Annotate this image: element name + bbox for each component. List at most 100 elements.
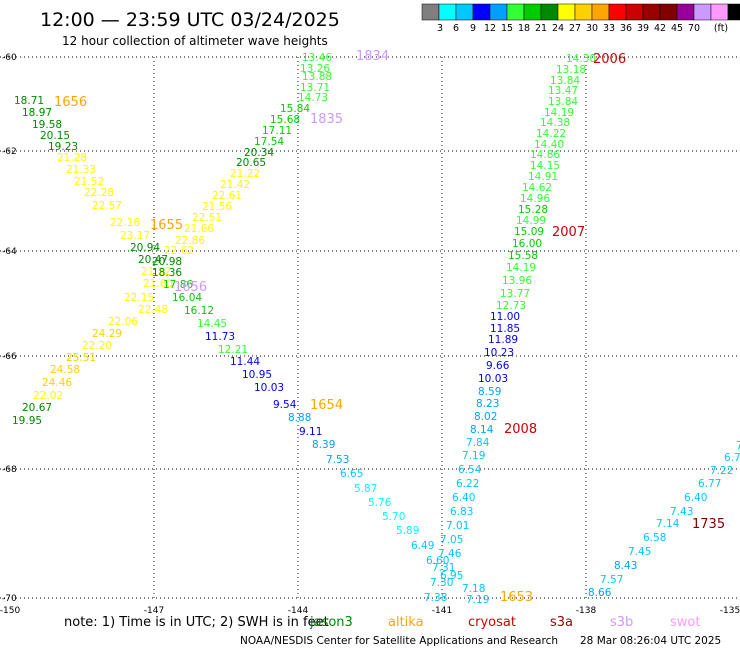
swh-value-label: 10.03	[478, 373, 508, 385]
legend-swatch	[625, 3, 644, 21]
swh-value-label: 7.43	[670, 506, 693, 518]
swh-value-label: 14.73	[298, 92, 328, 104]
swh-value-label: 14.19	[544, 107, 574, 119]
swh-value-label: 6.40	[684, 492, 707, 504]
page-title: 12:00 — 23:59 UTC 03/24/2025	[40, 9, 340, 31]
legend-swatch	[438, 3, 457, 21]
swh-value-label: 22.06	[108, 316, 138, 328]
latitude-label: -70	[2, 594, 17, 604]
longitude-label: -150	[0, 606, 20, 616]
longitude-label: -141	[432, 606, 452, 616]
longitude-label: -144	[288, 606, 309, 616]
swh-value-label: 5.89	[396, 525, 419, 537]
swh-value-label: 8.88	[288, 412, 311, 424]
swh-value-label: 7.22	[710, 465, 733, 477]
swh-value-label: 7.57	[600, 574, 623, 586]
legend-tick-label: 70	[688, 23, 700, 34]
swh-value-label: 24.58	[50, 364, 80, 376]
longitude-label: -147	[144, 606, 164, 616]
legend-swatch	[659, 3, 678, 21]
swh-value-label: 8.39	[312, 439, 335, 451]
track-2006: 14.3013.1813.8413.4713.8414.1914.3814.22…	[438, 53, 596, 606]
pass-time-tag: 1656	[54, 95, 87, 110]
swh-value-label: 7.84	[466, 437, 490, 449]
swh-value-label: 6.60	[426, 555, 449, 567]
swh-value-label: 14.99	[516, 215, 546, 227]
legend-swatch	[710, 3, 729, 21]
swh-value-label: 14.91	[528, 171, 558, 183]
swh-value-label: 13.77	[500, 288, 530, 300]
swh-value-label: 17.86	[163, 279, 193, 291]
swh-value-label: 25.51	[66, 352, 96, 364]
legend-tick-label: 36	[620, 23, 632, 34]
swh-value-label: 21.22	[141, 266, 171, 278]
swh-value-label: 7.31	[432, 562, 455, 574]
swh-value-label: 22.28	[84, 187, 114, 199]
swh-value-label: 21.66	[184, 223, 214, 235]
legend-tick-label: 45	[671, 23, 683, 34]
swh-value-label: 10.95	[242, 369, 272, 381]
latitude-label: -68	[2, 465, 17, 475]
swh-value-label: 19.58	[32, 119, 62, 131]
swh-value-label: 5.70	[382, 511, 405, 523]
legend-swatch	[489, 3, 508, 21]
swh-value-label: 13.47	[548, 85, 578, 97]
legend-tick-label: 6	[453, 23, 459, 34]
legend-tick-label: 18	[518, 23, 530, 34]
legend-tick-label: 42	[654, 23, 666, 34]
swh-value-label: 22.51	[192, 212, 222, 224]
legend-swatch	[642, 3, 661, 21]
swh-value-label: 22.48	[138, 304, 168, 316]
pass-time-tags: 1656 1834 1835 1655 1656 1654 2006 2007 2008 1653…	[54, 49, 725, 605]
swh-value-label: 7.05	[440, 534, 463, 546]
swh-value-label: 21.33	[66, 164, 96, 176]
swh-value-label: 6.65	[340, 468, 363, 480]
swh-value-label: 15.09	[514, 226, 544, 238]
swh-value-label: 13.18	[556, 64, 586, 76]
legend-tick-label: 3	[437, 23, 443, 34]
footer-timestamp: 28 Mar 08:26:04 UTC 2025	[580, 635, 721, 647]
swh-value-label: 14.22	[536, 128, 566, 140]
swh-value-label: 7.19	[462, 450, 485, 462]
swh-value-label: 21.22	[230, 168, 260, 180]
swh-value-label: 7.01	[446, 520, 469, 532]
swh-value-label: 22.57	[92, 200, 122, 212]
legend-tick-label: 12	[484, 23, 496, 34]
swh-value-label: 15.28	[518, 204, 548, 216]
pass-time-tag: 1653	[500, 590, 533, 605]
altimeter-tracks: 18.7118.9719.5820.1519.2321.2821.3321.52…	[12, 52, 740, 606]
pass-time-tag: 1655	[150, 218, 183, 233]
swh-value-label: 14.62	[522, 182, 552, 194]
swh-value-label: 11.44	[230, 356, 260, 368]
swh-value-label: 24.29	[92, 328, 122, 340]
swh-value-label: 6.7	[724, 452, 740, 464]
swh-value-label: 17.11	[262, 125, 292, 137]
swh-value-label: 16.12	[184, 305, 214, 317]
footer-credit: NOAA/NESDIS Center for Satellite Applica…	[240, 635, 558, 647]
swh-value-label: 5.87	[354, 483, 377, 495]
swh-value-label: 9.66	[486, 360, 510, 372]
legend-tick-label: 21	[535, 23, 547, 34]
swh-value-label: 17.54	[254, 136, 284, 148]
legend-swatch	[608, 3, 627, 21]
swh-value-label: 22.61	[212, 190, 242, 202]
satellite-s3a: s3a	[550, 615, 573, 630]
swh-value-label: 11.89	[488, 334, 518, 346]
swh-value-label: 6.40	[452, 492, 475, 504]
pass-time-tag: 1654	[310, 398, 343, 413]
swh-value-label: 11.85	[490, 323, 520, 335]
pass-time-tag: 1835	[310, 112, 343, 127]
swh-value-label: 10.23	[484, 347, 514, 359]
swh-value-label: 21.56	[202, 201, 232, 213]
swh-value-label: 9.11	[299, 426, 322, 438]
map-grid: -60 -62 -64 -66 -68 -70 -150 -147 -144 -141 -138 -1…	[0, 53, 740, 616]
swh-value-label: 12.73	[496, 300, 526, 312]
satellite-jason3: jason3	[309, 615, 353, 630]
swh-value-label: 6.83	[450, 506, 473, 518]
legend-swatch	[421, 3, 440, 21]
longitude-label: -135	[720, 606, 740, 616]
swh-value-label: 6.49	[411, 540, 434, 552]
swh-value-label: 13.96	[502, 275, 532, 287]
swh-value-label: 18.97	[22, 107, 52, 119]
longitude-label: -138	[576, 606, 597, 616]
